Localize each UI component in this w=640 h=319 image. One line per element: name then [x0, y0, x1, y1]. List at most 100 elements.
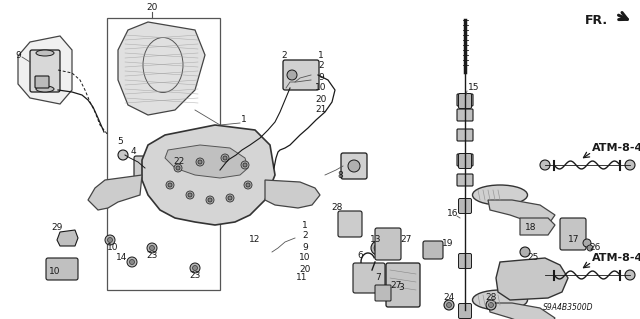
- FancyBboxPatch shape: [457, 154, 473, 166]
- Text: 7: 7: [375, 273, 381, 283]
- Circle shape: [587, 245, 593, 251]
- Circle shape: [447, 302, 451, 308]
- FancyBboxPatch shape: [560, 218, 586, 250]
- FancyBboxPatch shape: [134, 156, 152, 178]
- Polygon shape: [18, 36, 72, 104]
- Text: 18: 18: [525, 224, 536, 233]
- Circle shape: [190, 263, 200, 273]
- Text: 23: 23: [147, 250, 157, 259]
- Circle shape: [174, 164, 182, 172]
- Text: 27: 27: [400, 235, 412, 244]
- Text: 20: 20: [147, 4, 157, 12]
- Circle shape: [129, 259, 134, 264]
- FancyBboxPatch shape: [283, 60, 319, 90]
- Polygon shape: [88, 175, 142, 210]
- Text: 4: 4: [130, 147, 136, 157]
- Circle shape: [176, 166, 180, 170]
- Text: 22: 22: [173, 157, 184, 166]
- FancyBboxPatch shape: [458, 93, 472, 108]
- FancyBboxPatch shape: [458, 254, 472, 269]
- Text: 10: 10: [108, 243, 119, 253]
- Text: 28: 28: [485, 293, 497, 302]
- Text: 19: 19: [442, 239, 454, 248]
- Circle shape: [188, 193, 192, 197]
- Circle shape: [243, 163, 247, 167]
- Text: 21: 21: [316, 106, 326, 115]
- FancyBboxPatch shape: [457, 174, 473, 186]
- Circle shape: [241, 161, 249, 169]
- FancyBboxPatch shape: [30, 50, 60, 92]
- Circle shape: [168, 183, 172, 187]
- Polygon shape: [165, 145, 248, 178]
- Circle shape: [540, 270, 550, 280]
- FancyBboxPatch shape: [46, 258, 78, 280]
- Polygon shape: [488, 200, 555, 225]
- Text: 1: 1: [318, 50, 324, 60]
- Circle shape: [228, 196, 232, 200]
- FancyBboxPatch shape: [338, 211, 362, 237]
- Text: 10: 10: [300, 254, 311, 263]
- Ellipse shape: [472, 185, 527, 205]
- Ellipse shape: [472, 290, 527, 310]
- Circle shape: [196, 158, 204, 166]
- FancyBboxPatch shape: [457, 109, 473, 121]
- Circle shape: [486, 300, 496, 310]
- Polygon shape: [142, 125, 275, 225]
- Circle shape: [374, 244, 382, 252]
- Text: 25: 25: [527, 254, 538, 263]
- Text: FR.: FR.: [585, 13, 608, 26]
- Circle shape: [221, 154, 229, 162]
- FancyBboxPatch shape: [458, 153, 472, 168]
- Circle shape: [226, 194, 234, 202]
- Circle shape: [118, 150, 128, 160]
- FancyBboxPatch shape: [457, 94, 473, 106]
- Circle shape: [108, 238, 113, 242]
- Text: 13: 13: [371, 235, 381, 244]
- Bar: [107, 18, 220, 290]
- Text: 14: 14: [116, 254, 128, 263]
- Circle shape: [183, 163, 193, 173]
- Polygon shape: [57, 230, 78, 246]
- Text: 12: 12: [250, 235, 260, 244]
- Polygon shape: [520, 218, 555, 235]
- Text: 1: 1: [241, 115, 247, 124]
- FancyBboxPatch shape: [458, 198, 472, 213]
- Text: ATM-8-40: ATM-8-40: [592, 143, 640, 153]
- Polygon shape: [488, 303, 555, 319]
- Circle shape: [520, 247, 530, 257]
- Text: 15: 15: [468, 84, 479, 93]
- Text: 16: 16: [447, 209, 458, 218]
- Circle shape: [223, 156, 227, 160]
- Circle shape: [287, 70, 297, 80]
- Circle shape: [583, 239, 591, 247]
- Circle shape: [193, 265, 198, 271]
- Circle shape: [206, 196, 214, 204]
- Text: 26: 26: [589, 243, 600, 253]
- FancyBboxPatch shape: [457, 129, 473, 141]
- Text: 28: 28: [332, 203, 342, 211]
- Text: 23: 23: [189, 271, 201, 279]
- Ellipse shape: [36, 50, 54, 56]
- FancyBboxPatch shape: [375, 285, 391, 301]
- Text: 2: 2: [281, 50, 287, 60]
- Text: S9A4B3500D: S9A4B3500D: [543, 303, 593, 313]
- Text: 20: 20: [316, 94, 326, 103]
- Text: 9: 9: [15, 50, 21, 60]
- FancyBboxPatch shape: [423, 241, 443, 259]
- Circle shape: [540, 160, 550, 170]
- Circle shape: [625, 160, 635, 170]
- Text: 24: 24: [444, 293, 454, 302]
- Polygon shape: [265, 180, 320, 208]
- Circle shape: [371, 241, 385, 255]
- Text: 2: 2: [302, 232, 308, 241]
- FancyBboxPatch shape: [386, 263, 420, 307]
- Circle shape: [150, 246, 154, 250]
- Text: 10: 10: [316, 84, 327, 93]
- Circle shape: [444, 300, 454, 310]
- Polygon shape: [496, 258, 568, 300]
- Circle shape: [186, 191, 194, 199]
- Circle shape: [127, 257, 137, 267]
- Circle shape: [348, 160, 360, 172]
- Text: 17: 17: [568, 235, 579, 244]
- Text: 9: 9: [302, 242, 308, 251]
